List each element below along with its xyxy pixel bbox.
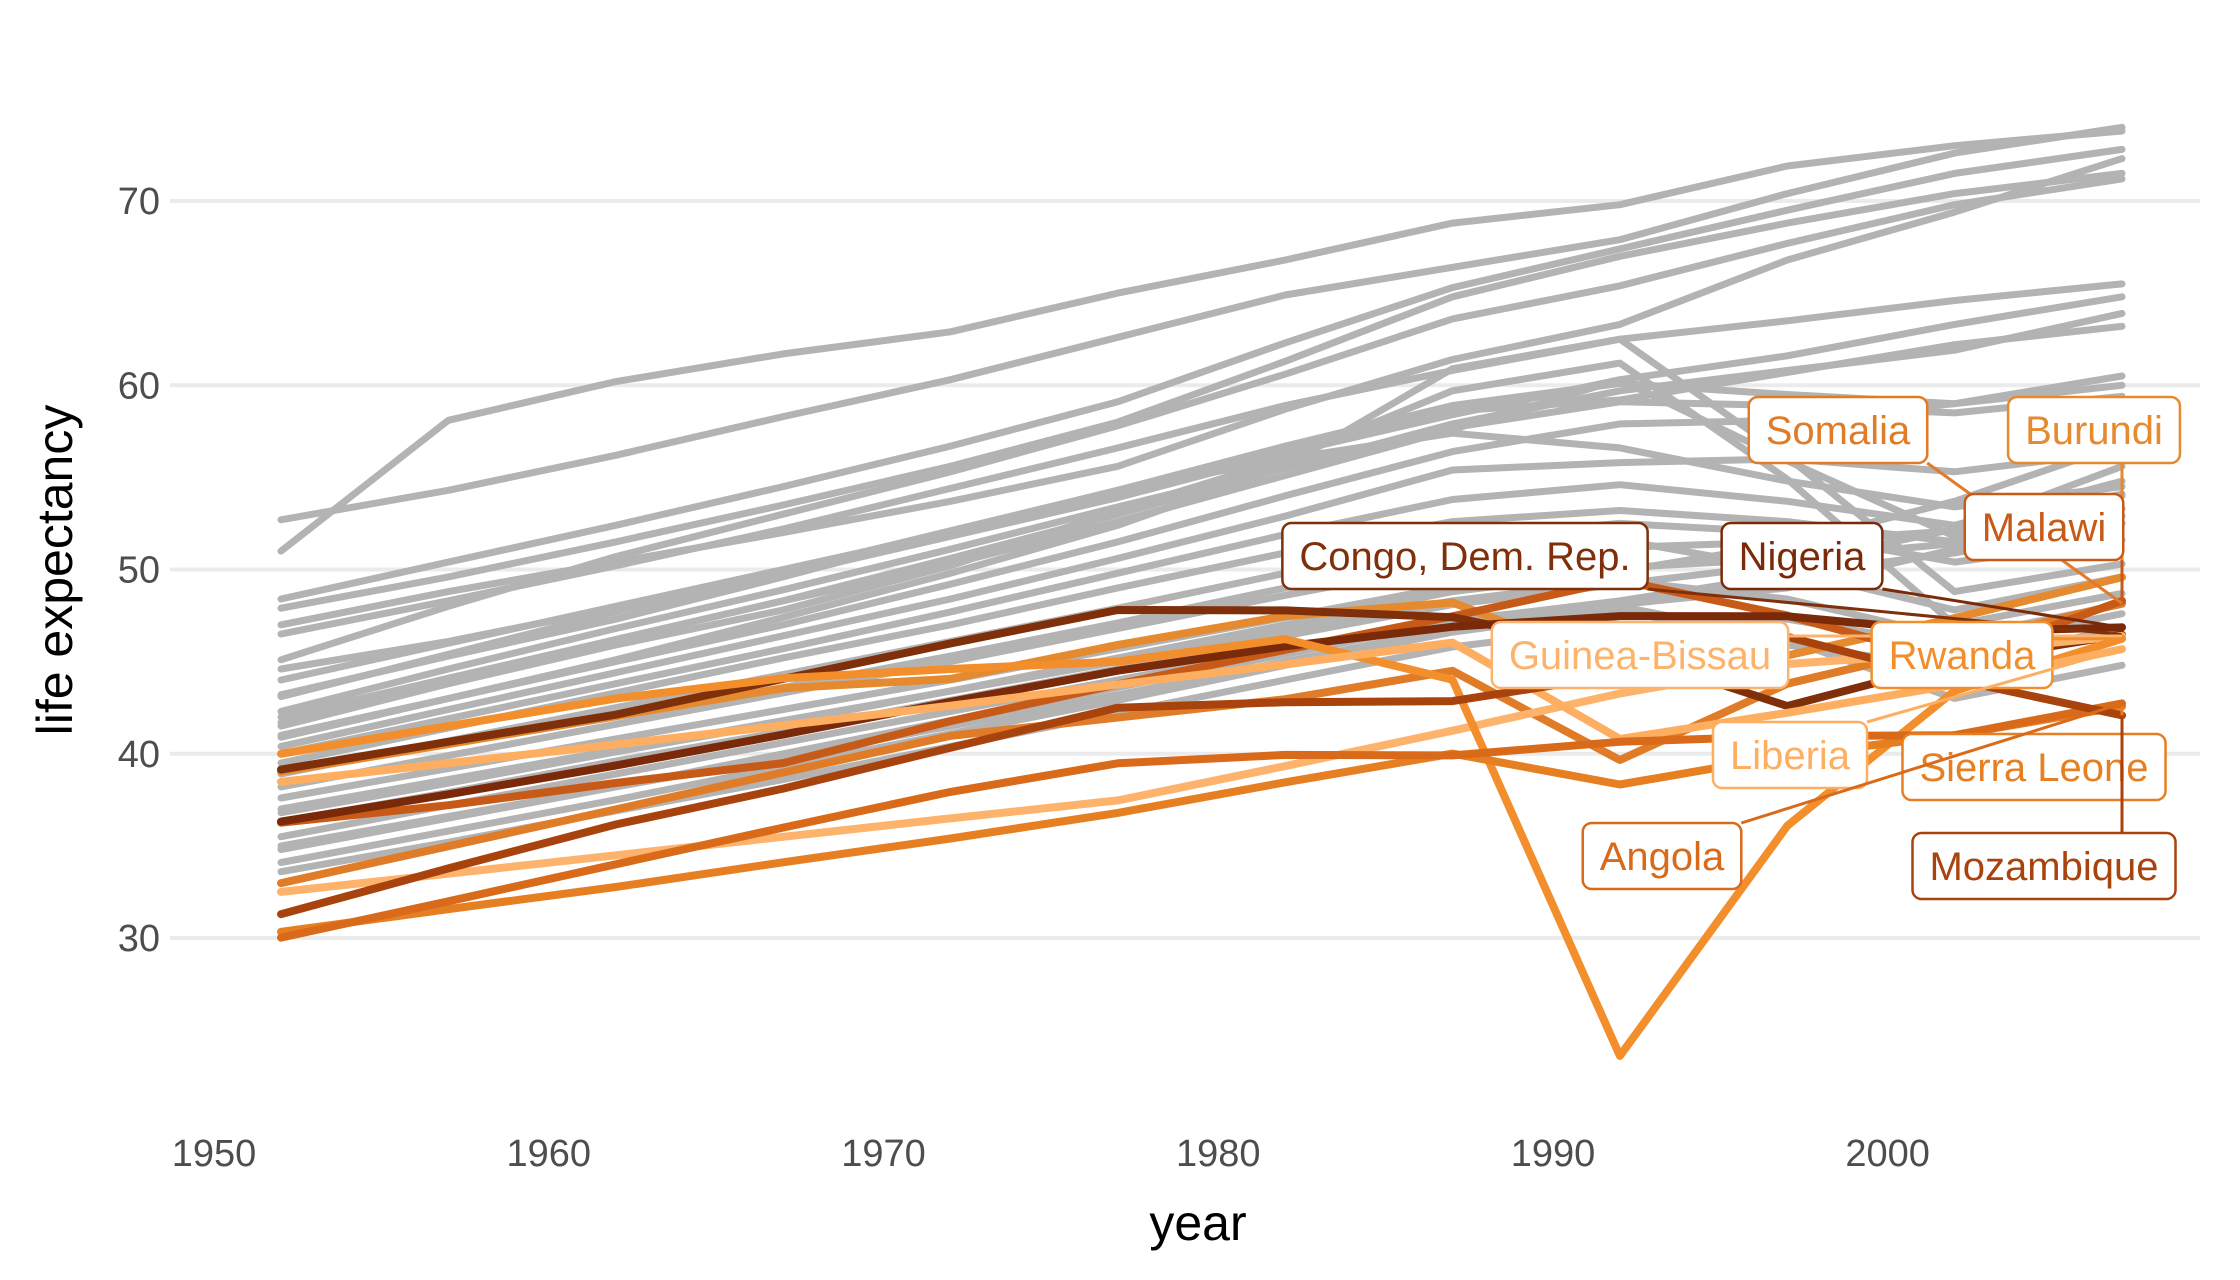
series-line-congo-dem-rep-: [277, 606, 2126, 774]
series-line-nigeria: [277, 612, 2126, 826]
y-axis-title: life expectancy: [27, 405, 83, 736]
series-line-rwanda: [277, 634, 2126, 1060]
background-series-line: [277, 145, 2126, 603]
label-box: [1711, 720, 1869, 790]
label-text: Liberia: [1730, 734, 1851, 778]
label-connector: [1740, 702, 2123, 825]
series-line-liberia: [277, 638, 2126, 786]
highlighted-series-group: [277, 573, 2126, 1060]
x-axis-ticks: 1950 1960 1970 1980 1990 2000: [172, 1133, 1930, 1175]
label-box: [1581, 821, 1743, 891]
series-line-mozambique: [277, 632, 2126, 919]
label-box: [2006, 395, 2182, 465]
label-somalia: Somalia: [1747, 395, 2123, 605]
label-mozambique: Mozambique: [1911, 715, 2177, 901]
y-axis-ticks: 30 40 50 60 70: [118, 181, 160, 960]
label-burundi: Burundi: [2006, 395, 2182, 578]
label-text: Mozambique: [1929, 845, 2158, 889]
x-tick-label: 1980: [1176, 1133, 1261, 1175]
label-box: [1720, 521, 1884, 591]
x-tick-label: 1990: [1511, 1133, 1596, 1175]
x-tick-label: 1950: [172, 1133, 257, 1175]
x-axis-title: year: [1149, 1195, 1246, 1251]
label-text: Angola: [1600, 835, 1725, 879]
background-series-line: [277, 280, 2126, 638]
label-box: [1870, 620, 2054, 690]
background-series-line: [277, 309, 2126, 721]
label-angola: Angola: [1581, 702, 2123, 891]
y-tick-label: 40: [118, 734, 160, 776]
label-text: Guinea-Bissau: [1509, 634, 1771, 678]
y-tick-label: 70: [118, 181, 160, 223]
label-malawi: Malawi: [1963, 492, 2125, 601]
series-line-guinea-bissau: [277, 632, 2126, 896]
background-series-line: [277, 477, 2126, 758]
series-line-malawi: [277, 576, 2126, 827]
label-text: Malawi: [1982, 506, 2106, 550]
y-tick-label: 30: [118, 918, 160, 960]
y-tick-label: 50: [118, 550, 160, 592]
label-rwanda: Rwanda: [1870, 620, 2122, 690]
background-series-line: [277, 127, 2126, 555]
label-sierra-leone: Sierra Leone: [1901, 706, 2167, 802]
label-text: Burundi: [2025, 409, 2163, 453]
country-labels: Somalia Burundi Malawi Congo, Dem. Rep. Nige…: [1281, 395, 2182, 901]
background-series-line: [277, 169, 2126, 612]
label-congo-dem-rep-: Congo, Dem. Rep.: [1281, 521, 2123, 637]
x-tick-label: 1960: [507, 1133, 592, 1175]
label-nigeria: Nigeria: [1720, 521, 2123, 629]
label-connector: [1882, 587, 2123, 629]
label-connector: [1866, 647, 2123, 724]
label-box: [1490, 620, 1790, 690]
label-box: [1911, 831, 2177, 901]
label-text: Nigeria: [1739, 535, 1866, 579]
x-tick-label: 1970: [841, 1133, 926, 1175]
background-series-line: [277, 429, 2126, 699]
label-liberia: Liberia: [1711, 647, 2123, 790]
label-text: Rwanda: [1889, 634, 2037, 678]
background-series-line: [277, 155, 2126, 629]
background-series-line: [277, 123, 2126, 524]
label-box: [1281, 521, 1649, 591]
y-tick-label: 60: [118, 365, 160, 407]
label-box: [1747, 395, 1929, 465]
label-box: [1963, 492, 2125, 562]
label-text: Congo, Dem. Rep.: [1299, 535, 1630, 579]
x-tick-label: 2000: [1845, 1133, 1930, 1175]
label-text: Sierra Leone: [1919, 746, 2148, 790]
label-text: Somalia: [1766, 409, 1911, 453]
